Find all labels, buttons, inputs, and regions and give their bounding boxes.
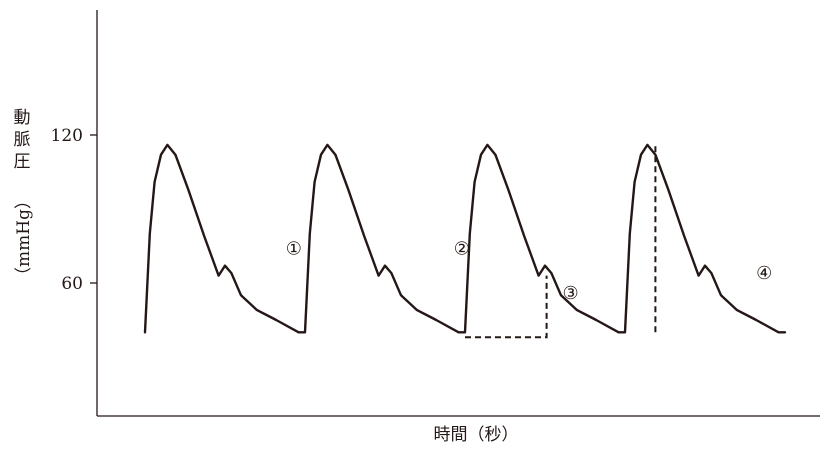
- annotation-marker: ③: [563, 283, 579, 304]
- y-axis-unit: （mmHg）: [14, 192, 34, 284]
- y-ticks: 120 60: [51, 126, 97, 294]
- pressure-waveform: [143, 143, 787, 334]
- y-axis-label-char: 圧: [14, 152, 31, 172]
- dashed-guide: [465, 275, 548, 339]
- dashed-guides: [465, 144, 657, 339]
- y-axis-label-char: 脈: [14, 130, 31, 150]
- annotation-markers: ① ② ③ ④: [286, 238, 773, 303]
- y-axis-label: 動脈圧 （mmHg）: [14, 108, 35, 284]
- x-axis-label: 時間（秒）: [434, 425, 519, 445]
- y-tick-label: 120: [51, 126, 83, 146]
- annotation-marker: ①: [286, 238, 302, 259]
- y-axis-label-char: 動: [14, 108, 31, 128]
- y-tick-label: 60: [61, 274, 83, 294]
- annotation-marker: ②: [454, 238, 470, 259]
- annotation-marker: ④: [756, 263, 772, 284]
